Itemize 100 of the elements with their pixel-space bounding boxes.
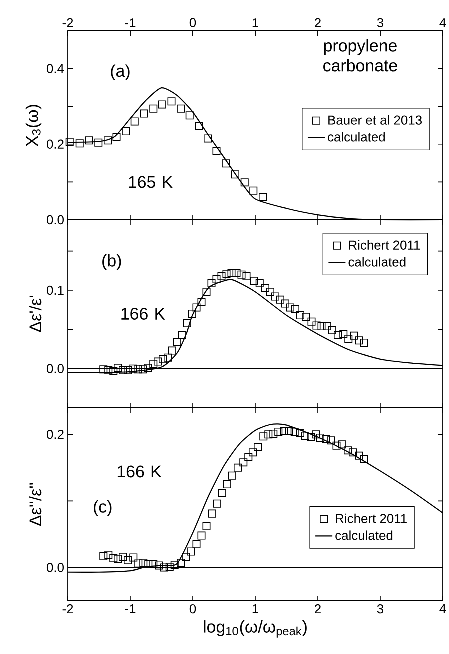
annotation: (a) [111,64,130,80]
legend-label: calculated [336,530,393,540]
y-axis-title: X$_{3}$(ω) [26,105,42,147]
y-tick-label: 0.2 [46,430,64,440]
point [266,288,274,296]
point [249,448,257,457]
point [290,428,299,436]
point [282,300,290,308]
point [188,310,196,318]
point [164,354,172,362]
x-tick-label: -2 [62,604,74,614]
x2-tick-label: 1 [252,18,258,28]
point [104,551,113,560]
point [222,270,231,278]
point [250,186,258,195]
point [104,136,112,145]
y-tick-label: 0.4 [46,64,64,74]
point [187,548,196,556]
point [234,464,242,472]
x-tick-label: 4 [440,604,446,614]
point [316,434,324,442]
annotation: (c) [94,500,112,516]
point [350,332,358,340]
point [110,367,118,376]
y-tick-label: 0.1 [46,286,64,296]
point [166,563,174,572]
point [168,98,176,106]
point [240,458,248,467]
point [328,326,336,334]
point [344,446,352,455]
point [270,430,278,438]
point [186,112,194,120]
point [312,430,320,439]
point [302,313,310,322]
annotation: propylene carbonate [324,39,398,72]
point [154,358,162,366]
point [244,453,253,462]
point [307,433,316,442]
point [292,305,300,314]
point [100,366,108,374]
point [232,269,241,278]
point [262,284,270,292]
point [104,366,113,374]
point [178,331,186,340]
point [122,128,130,136]
legend-label: Richert 2011 [349,240,420,250]
point [144,364,152,372]
point [272,292,280,301]
point [177,104,186,113]
y-axis-title: Δε''/ε'' [29,483,42,526]
point [308,318,316,326]
point [274,428,283,436]
annotation: 165 K [129,176,173,188]
point [150,360,158,368]
x-tick-label: -1 [125,604,136,614]
point [168,346,176,355]
point [327,436,336,445]
point [114,555,122,564]
point [238,270,246,279]
point [332,442,341,450]
point [254,443,262,452]
y-tick-label: 0.0 [46,364,64,374]
point [129,364,137,373]
point [94,138,103,147]
point [318,322,326,331]
point [240,178,249,187]
point [259,193,267,202]
point [140,559,148,568]
point [322,435,330,444]
point [208,510,216,518]
point [160,564,168,572]
point [344,335,353,344]
point [223,480,232,489]
point [130,118,139,126]
point [276,296,284,304]
point [192,540,201,548]
point [76,140,84,148]
legend-label: Richert 2011 [336,514,407,524]
point [119,366,127,374]
legend-label: calculated [328,132,386,142]
point [256,279,264,288]
point [139,366,147,374]
point [323,322,332,331]
y-axis-title: Δε'/ε' [29,296,42,332]
y-tick-label: 0.0 [46,215,64,225]
point [134,366,142,374]
point [228,472,236,480]
point [150,560,158,568]
point [250,277,258,286]
point [218,489,226,498]
point [296,312,304,320]
annotation: 166 K [118,466,162,478]
point [170,561,179,570]
point [182,553,190,562]
x-tick-label: 2 [315,604,321,614]
point [208,279,216,288]
point [264,430,273,439]
point [242,272,251,280]
x2-tick-label: 0 [190,18,196,28]
point [202,288,211,296]
